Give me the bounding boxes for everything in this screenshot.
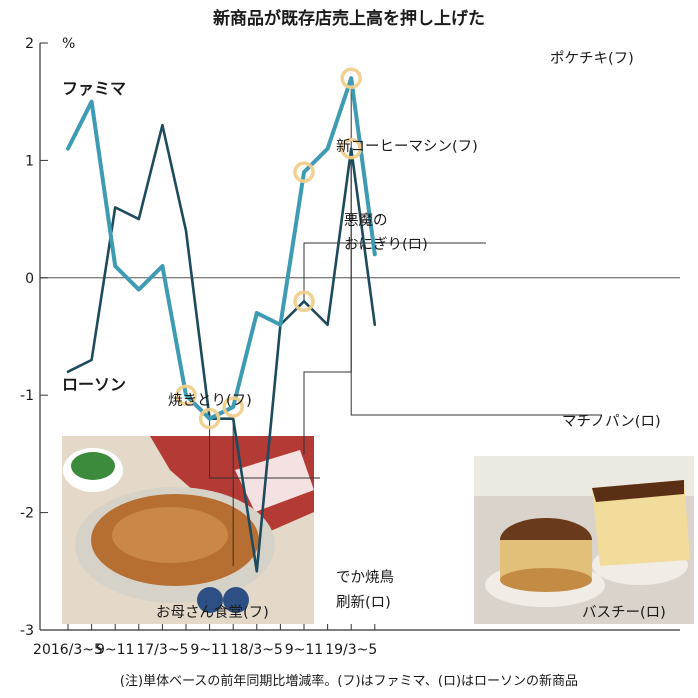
annotation-machinopan: マチノパン(ロ) (562, 413, 661, 430)
highlight-ring (198, 407, 221, 430)
axes: 210-1-2-3%2016/3~59~11 17/3~5 9~11 18/3~5 9~… (20, 36, 680, 658)
annotation-pokechiki: ポケチキ(フ) (550, 50, 634, 67)
highlight-ring (293, 290, 315, 313)
x-tick-label: 2016/3~5 (33, 642, 103, 658)
chart-title: 新商品が既存店売上高を押し上げた (213, 8, 485, 29)
annotation-deka-yakitori-2: 刷新(ロ) (336, 594, 391, 611)
annotation-leaders (209, 78, 602, 566)
series-line (66, 76, 377, 421)
highlight-ring (175, 384, 197, 406)
x-tick-label: 18/3~5 (231, 642, 283, 658)
leader-okaasan (209, 418, 320, 479)
series-label-lawson: ローソン (62, 375, 126, 394)
mapo-bowl-photo (62, 436, 314, 624)
y-tick-label: -1 (20, 388, 34, 404)
y-unit-label: % (62, 36, 75, 52)
x-tick-label: 17/3~5 (136, 642, 188, 658)
y-tick-label: 2 (25, 36, 34, 52)
x-tick-label: 9~11 (96, 642, 134, 658)
annotation-coffee-machine: 新コーヒーマシン(フ) (336, 138, 478, 155)
y-tick-label: 1 (25, 153, 34, 169)
annotation-akuma-2: おにぎり(ロ) (344, 236, 428, 253)
highlight-ring (222, 396, 244, 418)
y-tick-label: -2 (20, 506, 34, 522)
x-tick-label: 9~11 (285, 642, 323, 658)
y-tick-label: -3 (20, 623, 34, 639)
x-tick-label: 19/3~5 (325, 642, 377, 658)
chart-footnote: (注)単体ベースの前年同期比増減率。(フ)はファミマ、(ロ)はローソンの新商品 (120, 673, 578, 689)
highlight-rings (175, 67, 362, 430)
annotation-basuchi: バスチー(ロ) (582, 605, 666, 621)
highlight-ring (340, 137, 362, 160)
y-tick-label: 0 (25, 271, 34, 287)
highlight-ring (293, 161, 315, 183)
annotation-akuma-1: 悪魔の (344, 212, 388, 229)
annotation-deka-yakitori-1: でか焼鳥 (336, 569, 394, 586)
series-label-famima: ファミマ (62, 79, 126, 98)
annotation-yakitori: 焼きとり(フ) (168, 392, 252, 409)
x-tick-label: 9~11 (190, 642, 228, 658)
annotation-okaasan-shokudo: お母さん食堂(フ) (156, 604, 269, 621)
photos (62, 436, 694, 624)
leader-machinopan-b (303, 148, 352, 455)
basque-cheesecake-photo (474, 456, 694, 624)
series-lines (66, 76, 377, 573)
leader-akuma (303, 242, 486, 302)
highlight-ring (340, 67, 362, 89)
series-line (66, 123, 377, 573)
